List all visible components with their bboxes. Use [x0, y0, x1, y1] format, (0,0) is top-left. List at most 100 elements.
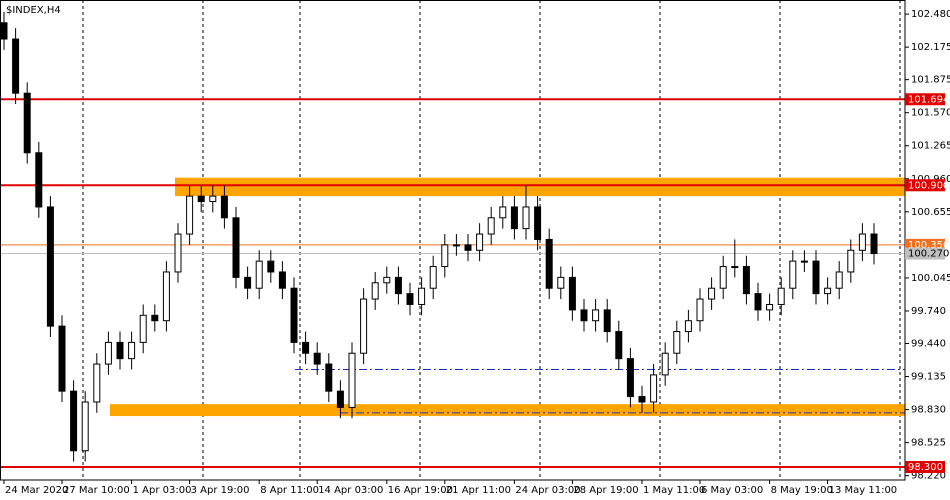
level-tag-label: 100.350 [908, 240, 949, 251]
candle-body [766, 303, 774, 311]
y-tick-label: 100.045 [911, 273, 950, 284]
candle-body [325, 363, 333, 392]
candle-body [534, 206, 542, 240]
y-tick-label: 101.570 [911, 108, 950, 119]
candle-body [70, 390, 78, 452]
candle-body [673, 331, 681, 354]
candle-body [684, 320, 692, 333]
candle-body [777, 287, 785, 305]
candle-body [615, 331, 623, 360]
candle-body [58, 325, 66, 392]
candle-body [824, 287, 832, 295]
candle-body [151, 314, 159, 322]
candle-body [116, 341, 124, 360]
zone [110, 404, 905, 417]
x-tick-label: 1 May 11:00 [643, 485, 705, 496]
candle-body [603, 309, 611, 333]
candle-body [870, 233, 878, 255]
candle-body [742, 266, 750, 295]
candle-body [835, 271, 843, 289]
y-tick-label: 101.875 [911, 75, 950, 86]
y-tick-label: 102.480 [911, 9, 950, 20]
candle-body [371, 282, 379, 300]
candle-body [244, 276, 252, 289]
candle-body [220, 195, 228, 219]
y-tick-label: 100.655 [911, 207, 950, 218]
candle-body [104, 341, 112, 365]
level-tag-label: 100.900 [908, 180, 949, 191]
candle-body [197, 195, 205, 203]
candle-body [162, 271, 170, 322]
x-tick-label: 24 Mar 2020 [5, 485, 68, 496]
candle-body [731, 266, 739, 269]
candle-body [429, 266, 437, 289]
y-tick-label: 98.220 [911, 471, 946, 482]
candle-body [638, 396, 646, 403]
candle-body [139, 314, 147, 343]
candle-body [348, 352, 356, 408]
level-tag [905, 93, 945, 106]
candle-body [754, 293, 762, 311]
candle-body [336, 390, 344, 408]
candle-body [81, 401, 89, 452]
level-tag [905, 179, 945, 192]
x-tick-label: 24 Apr 03:00 [515, 485, 580, 496]
candle-body [267, 260, 275, 273]
level-tag-label: 101.694 [908, 94, 949, 105]
candle-body [557, 276, 565, 289]
level-tag-label: 98.300 [908, 462, 943, 473]
candle-body [789, 260, 797, 289]
y-tick-label: 98.830 [911, 405, 946, 416]
x-tick-label: 1 Apr 03:00 [133, 485, 192, 496]
candle-body [418, 287, 426, 305]
candle-body [464, 244, 472, 251]
candle-body [487, 217, 495, 235]
candle-body [209, 195, 217, 203]
candle-body [290, 287, 298, 343]
y-tick-label: 100.960 [911, 174, 950, 185]
candle-body [174, 233, 182, 273]
candle-body [510, 206, 518, 230]
candle-body [812, 260, 820, 295]
candle-body [232, 217, 240, 278]
level-tag [905, 460, 945, 473]
candle-body [128, 341, 136, 360]
candle-body [545, 238, 553, 289]
candle-body [452, 244, 460, 247]
candle-body [93, 363, 101, 403]
candle-body [708, 287, 716, 300]
x-tick-label: 27 Mar 10:00 [63, 485, 130, 496]
candle-body [255, 260, 263, 289]
candle-body [661, 352, 669, 376]
candle-body [278, 271, 286, 289]
y-tick-label: 102.175 [911, 42, 950, 53]
candle-body [592, 309, 600, 322]
candle-body [302, 341, 310, 354]
candle-body [696, 298, 704, 322]
candle-body [568, 276, 576, 311]
candle-body [441, 244, 449, 268]
y-tick-label: 101.265 [911, 141, 950, 152]
x-tick-label: 8 May 19:00 [771, 485, 833, 496]
candle-body [719, 266, 727, 289]
x-tick-label: 13 May 11:00 [829, 485, 898, 496]
level-tag-label: 100.270 [908, 249, 949, 260]
candle-body [12, 38, 20, 94]
candle-body [858, 233, 866, 251]
candle-body [46, 206, 54, 327]
y-tick-label: 98.525 [911, 438, 946, 449]
x-tick-label: 14 Apr 03:00 [318, 485, 383, 496]
level-tag [905, 247, 945, 260]
candle-body [476, 233, 484, 251]
candle-body [800, 260, 808, 263]
y-tick-label: 99.440 [911, 338, 946, 349]
candle-body [650, 374, 658, 403]
candle-body [313, 352, 321, 365]
y-tick-label: 99.740 [911, 306, 946, 317]
y-tick-label: 99.135 [911, 372, 946, 383]
candle-body [522, 206, 530, 230]
candle-body [394, 276, 402, 295]
candle-body [35, 152, 43, 208]
candle-body [406, 293, 414, 305]
